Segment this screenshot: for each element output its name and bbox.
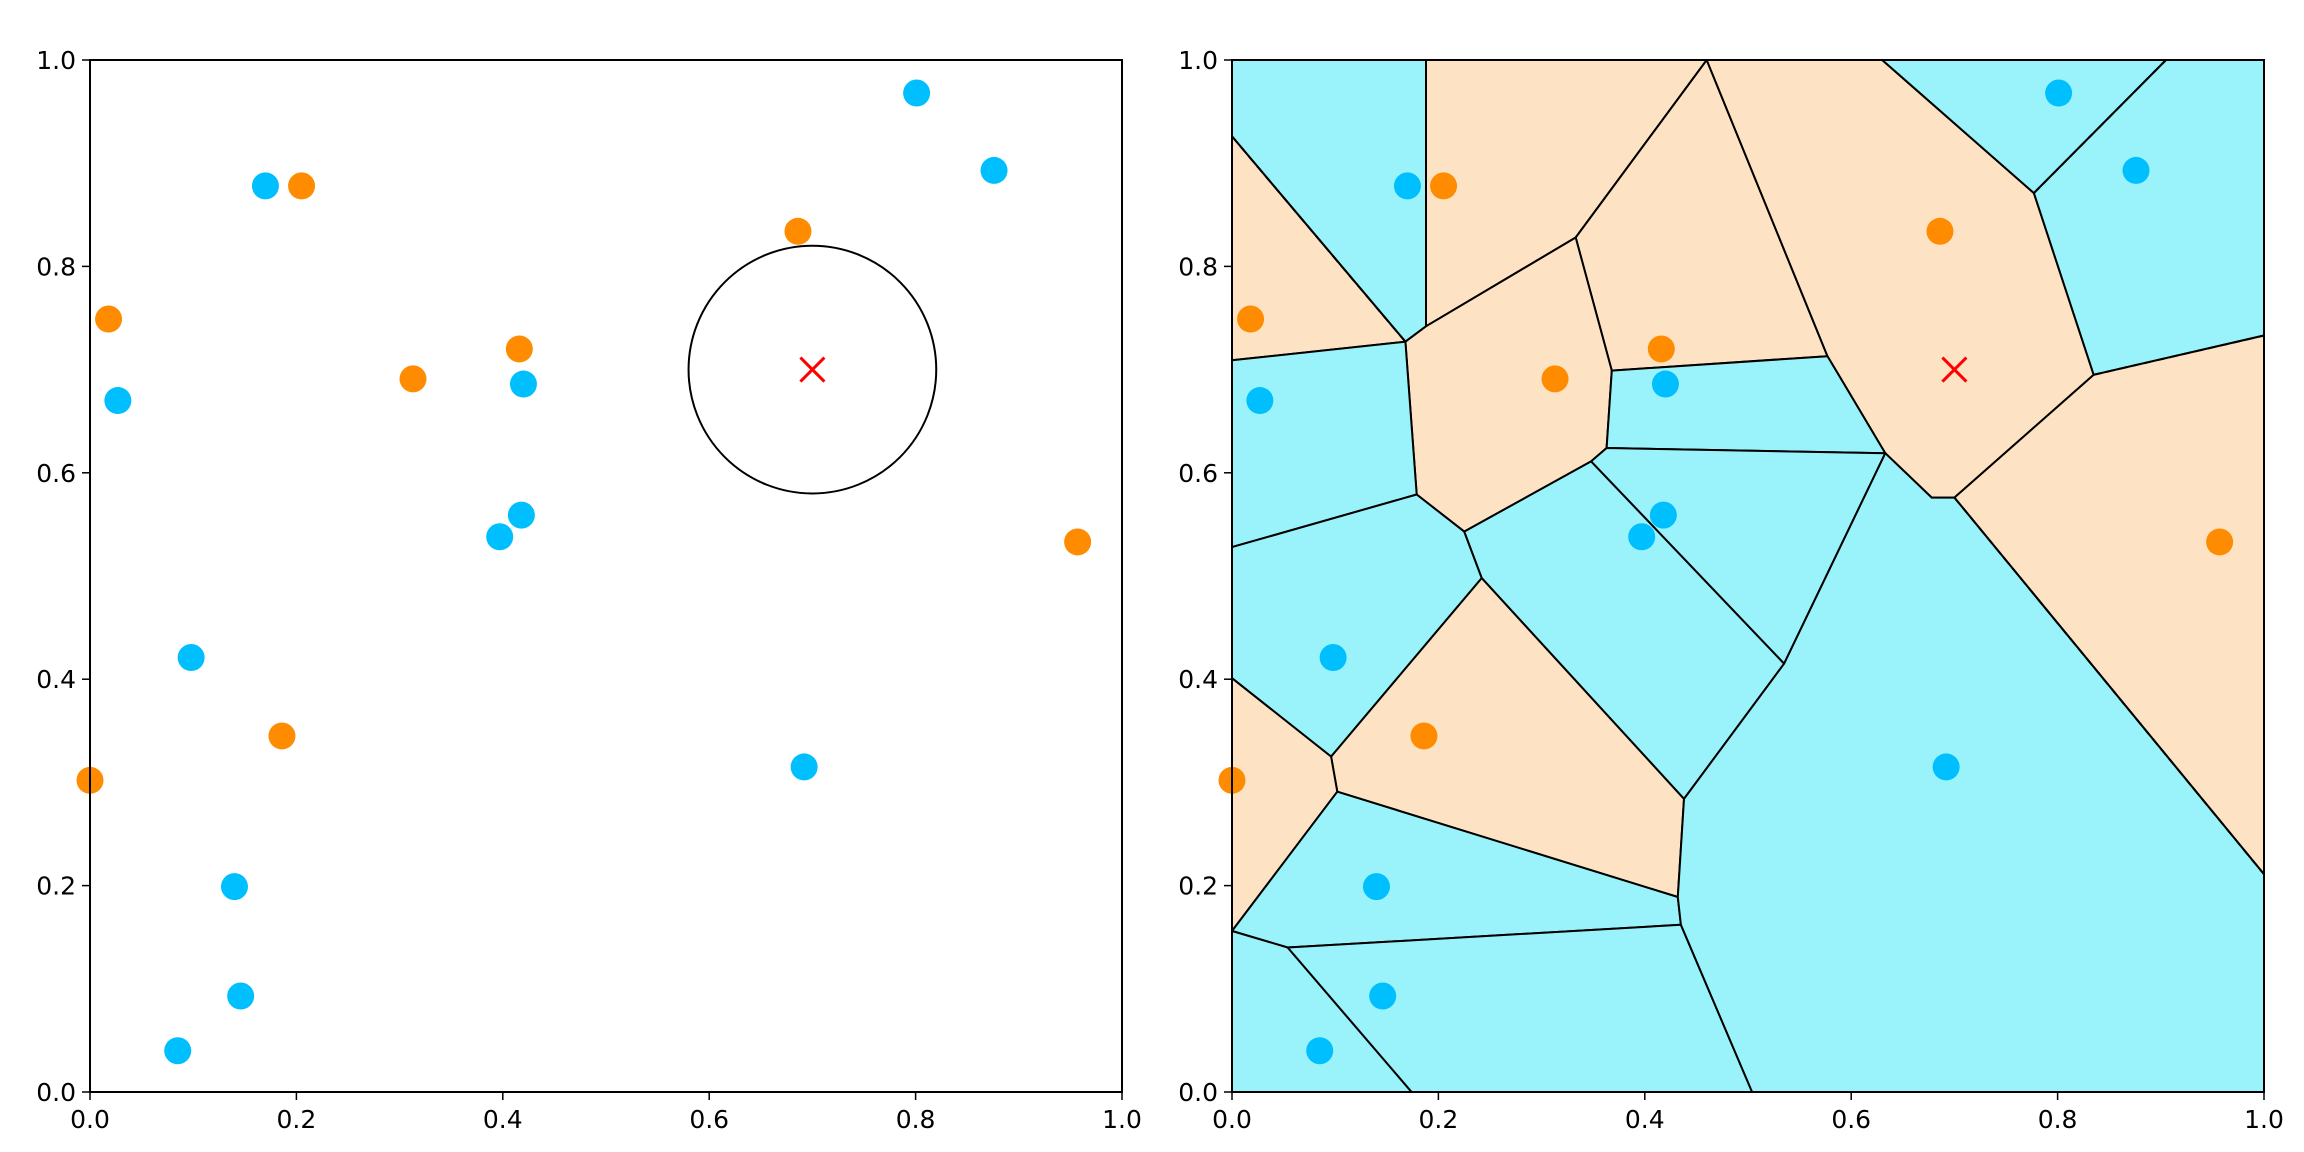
x-tick-label: 0.6: [1831, 1105, 1871, 1134]
blue-point: [507, 501, 535, 529]
blue-point: [1393, 172, 1421, 200]
blue-point: [790, 753, 818, 781]
blue-point: [1932, 753, 1960, 781]
x-tick-label: 0.8: [2038, 1105, 2078, 1134]
blue-point: [104, 387, 132, 415]
query-marker-stroke: [799, 356, 826, 383]
voronoi-cells: [1231, 59, 2265, 1093]
axes-frame: [1231, 59, 2265, 1093]
blue-point: [509, 370, 537, 398]
voronoi-edge-dashed: [2033, 59, 2167, 194]
x-tick-label: 0.2: [1419, 1105, 1459, 1134]
blue-point: [1306, 1037, 1334, 1065]
blue-point: [1319, 644, 1347, 672]
series-orange: [1218, 172, 2234, 794]
orange-point: [784, 217, 812, 245]
y-tick-label: 0.4: [1178, 665, 1218, 694]
x-tick-label: 0.0: [1212, 1105, 1252, 1134]
x-tick-label: 0.0: [70, 1105, 110, 1134]
query-marker-stroke: [1941, 356, 1968, 383]
x-tick-label: 0.2: [277, 1105, 317, 1134]
blue-point: [2045, 79, 2073, 107]
x-tick-label: 0.4: [1625, 1105, 1665, 1134]
blue-point: [164, 1037, 192, 1065]
y-tick-label: 0.0: [1178, 1078, 1218, 1107]
blue-point: [1651, 370, 1679, 398]
series-orange: [76, 172, 1092, 794]
orange-point: [1926, 217, 1954, 245]
voronoi-edge-dashed: [2093, 334, 2265, 376]
orange-point: [95, 305, 123, 333]
orange-point: [268, 722, 296, 750]
voronoi-edge-dashed: [1953, 496, 2265, 875]
series-blue: [1246, 79, 2150, 1065]
y-tick-label: 0.8: [36, 252, 76, 281]
orange-point: [2206, 528, 2234, 556]
orange-point: [1647, 335, 1675, 363]
blue-point: [1649, 501, 1677, 529]
orange-point: [1541, 365, 1569, 393]
axes-frame: [89, 59, 1123, 1093]
voronoi-edge-dashed: [1231, 135, 1407, 343]
x-tick-label: 0.8: [896, 1105, 936, 1134]
blue-point: [903, 79, 931, 107]
y-tick-label: 0.2: [1178, 872, 1218, 901]
blue-point: [1369, 982, 1397, 1010]
blue-point: [486, 523, 514, 551]
x-tick-label: 0.4: [483, 1105, 523, 1134]
query-point-marker: [1941, 356, 1968, 383]
x-tick-label: 1.0: [1102, 1105, 1142, 1134]
orange-point: [1430, 172, 1458, 200]
blue-point: [980, 156, 1008, 184]
orange-point: [288, 172, 316, 200]
neighborhood-circle: [687, 244, 938, 495]
y-tick-label: 0.8: [1178, 252, 1218, 281]
x-tick-label: 0.6: [689, 1105, 729, 1134]
blue-point: [1362, 873, 1390, 901]
y-tick-label: 1.0: [1178, 46, 1218, 75]
orange-point: [1237, 305, 1265, 333]
y-tick-label: 0.6: [1178, 459, 1218, 488]
right-voronoi-plot: 0.00.0 0.2 0.2 0.4 0.4 0.6 0.6 0.8 0.8 1.0 1.0: [1178, 46, 2284, 1134]
blue-point: [1246, 387, 1274, 415]
blue-point: [1628, 523, 1656, 551]
y-tick-label: 0.4: [36, 665, 76, 694]
orange-point: [505, 335, 533, 363]
orange-point: [399, 365, 427, 393]
query-point-marker: [799, 356, 826, 383]
blue-point: [177, 644, 205, 672]
series-blue: [104, 79, 1008, 1065]
blue-point: [227, 982, 255, 1010]
blue-point: [2122, 156, 2150, 184]
blue-point: [220, 873, 248, 901]
orange-point: [1064, 528, 1092, 556]
left-scatter-plot: 0.00.0 0.2 0.2 0.4 0.4 0.6 0.6 0.8 0.8 1.0 1.0: [36, 46, 1142, 1134]
y-tick-label: 0.0: [36, 1078, 76, 1107]
orange-point: [1410, 722, 1438, 750]
y-tick-label: 0.2: [36, 872, 76, 901]
x-tick-label: 1.0: [2244, 1105, 2284, 1134]
blue-point: [251, 172, 279, 200]
y-tick-label: 1.0: [36, 46, 76, 75]
y-tick-label: 0.6: [36, 459, 76, 488]
